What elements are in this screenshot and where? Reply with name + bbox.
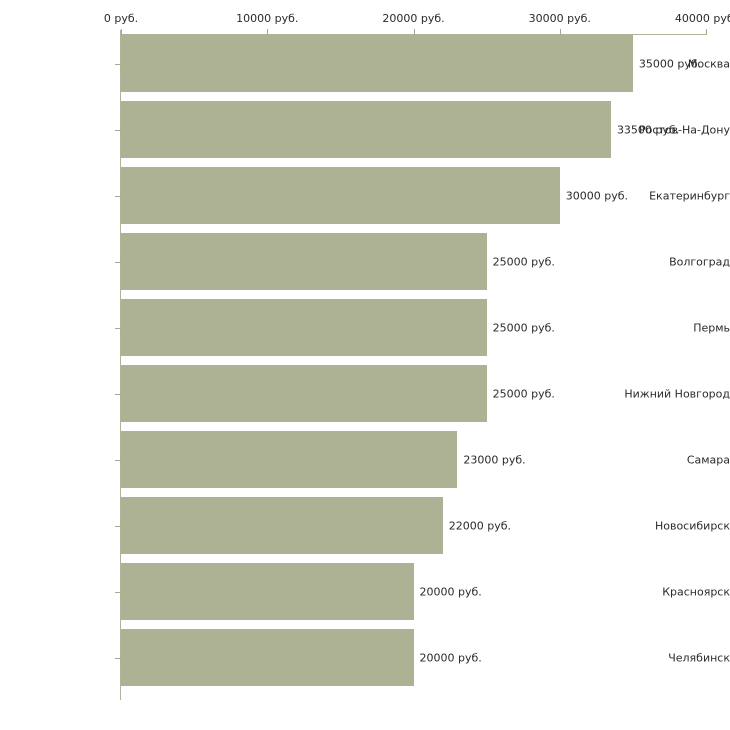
- y-tick-mark: [115, 393, 121, 395]
- y-tick-mark: [115, 327, 121, 329]
- x-tick-label: 40000 руб.: [674, 12, 730, 25]
- bar[interactable]: [121, 35, 633, 92]
- category-label: Москва: [687, 57, 730, 70]
- category-label: Челябинск: [668, 651, 730, 664]
- category-label: Самара: [686, 453, 730, 466]
- y-axis-line: [120, 30, 121, 700]
- bar[interactable]: [121, 233, 487, 290]
- bar-value-label: 20000 руб.: [419, 651, 482, 664]
- bar-value-label: 30000 руб.: [565, 189, 629, 202]
- bar-value-label: 20000 руб.: [419, 585, 482, 598]
- bar[interactable]: [121, 299, 487, 356]
- x-tick-mark: [121, 29, 122, 35]
- bar-value-label: 23000 руб.: [463, 453, 526, 466]
- y-tick-mark: [115, 129, 121, 131]
- category-label: Нижний Новгород: [624, 387, 730, 400]
- bar-value-label: 35000 руб.: [638, 57, 702, 70]
- category-label: Пермь: [693, 321, 730, 334]
- bar-value-label: 22000 руб.: [448, 519, 512, 532]
- bar-value-label: 25000 руб.: [492, 387, 555, 400]
- x-tick-mark: [413, 29, 415, 35]
- bar-value-label: 25000 руб.: [492, 321, 555, 334]
- bar[interactable]: [121, 167, 560, 224]
- y-tick-mark: [115, 195, 121, 197]
- y-tick-mark: [115, 63, 121, 65]
- bar[interactable]: [121, 431, 458, 488]
- y-tick-mark: [115, 261, 121, 263]
- category-label: Волгоград: [669, 255, 730, 268]
- bar[interactable]: [121, 563, 414, 620]
- x-tick-mark: [267, 29, 269, 35]
- bar-value-label: 33500 руб.: [616, 123, 680, 136]
- y-tick-mark: [115, 657, 121, 659]
- bar-value-label: 25000 руб.: [492, 255, 555, 268]
- category-label: Новосибирск: [654, 519, 730, 532]
- bar[interactable]: [121, 101, 611, 158]
- category-label: Красноярск: [662, 585, 730, 598]
- y-tick-mark: [115, 591, 121, 593]
- x-tick-label: 10000 руб.: [236, 12, 299, 25]
- x-tick-label: 20000 руб.: [382, 12, 445, 25]
- y-tick-mark: [115, 459, 121, 461]
- x-tick-label: 30000 руб.: [528, 12, 591, 25]
- x-tick-mark: [559, 29, 561, 35]
- category-label: Екатеринбург: [649, 189, 730, 202]
- category-label: Ростов-На-Дону: [638, 123, 730, 136]
- bar[interactable]: [121, 629, 414, 686]
- x-tick-label: 0 руб.: [103, 12, 139, 25]
- x-tick-mark: [706, 29, 707, 35]
- y-tick-mark: [115, 525, 121, 527]
- bar[interactable]: [121, 497, 443, 554]
- bar[interactable]: [121, 365, 487, 422]
